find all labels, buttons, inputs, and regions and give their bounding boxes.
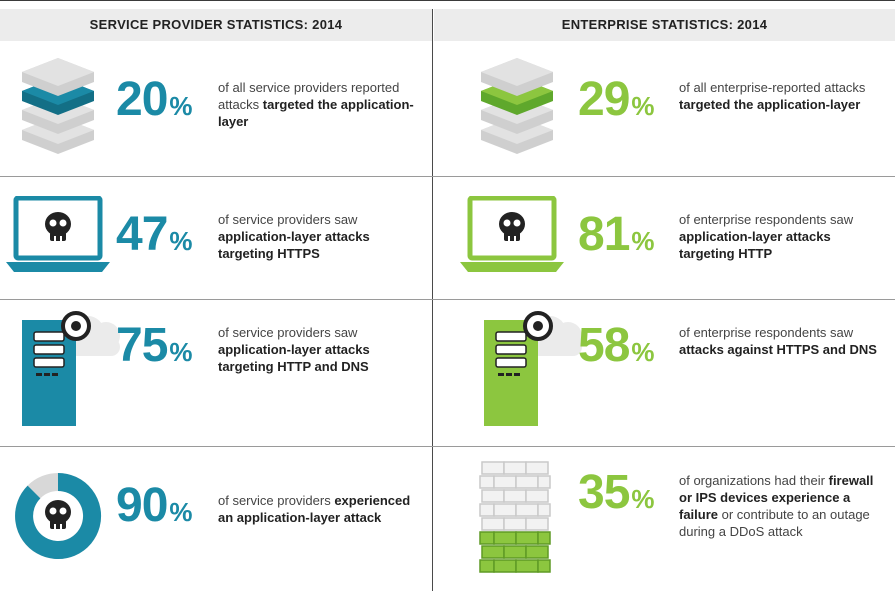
stat-description: of service providers experienced an appl…: [218, 492, 418, 526]
desc-text: of service providers saw: [218, 325, 358, 340]
desc-text: of service providers: [218, 493, 335, 508]
column-divider: [432, 9, 433, 591]
stat-description: of all service providers reported attack…: [218, 79, 418, 130]
stat-percent: 90%: [116, 478, 193, 533]
stat-percent: 81%: [578, 207, 655, 262]
stat-percent: 29%: [578, 72, 655, 127]
skull-icon: [45, 500, 71, 529]
stat-percent: 35%: [578, 465, 655, 520]
desc-bold: targeted the application-layer: [218, 97, 414, 129]
target-icon: [61, 311, 91, 341]
desc-bold: targeted the application-layer: [679, 97, 861, 112]
desc-bold: application-layer attacks targeting HTTP…: [218, 342, 370, 374]
percent-symbol: %: [631, 337, 655, 367]
percent-symbol: %: [169, 91, 193, 121]
laptop-skull-icon: [460, 196, 564, 272]
stat-percent: 20%: [116, 72, 193, 127]
desc-bold: attacks against HTTPS and DNS: [679, 342, 877, 357]
desc-text: of all service providers reported attack…: [218, 80, 400, 112]
server-tower-cloud-icon: [484, 311, 582, 426]
stat-value: 35: [578, 466, 630, 519]
desc-text: of all enterprise-reported attacks: [679, 80, 866, 95]
percent-symbol: %: [169, 226, 193, 256]
target-icon: [523, 311, 553, 341]
stat-value: 58: [578, 319, 630, 372]
desc-bold: firewall or IPS devices experience a fai…: [679, 473, 874, 522]
stat-value: 81: [578, 208, 630, 261]
desc-bold: experienced an application-layer attack: [218, 493, 411, 525]
desc-text-post: or contribute to an outage during a DDoS…: [679, 507, 870, 539]
desc-text: of enterprise respondents saw: [679, 325, 854, 340]
donut-skull-icon: [15, 473, 102, 559]
top-rule: [0, 0, 895, 1]
desc-text: of service providers saw: [218, 212, 358, 227]
header-service-provider: SERVICE PROVIDER STATISTICS: 2014: [0, 9, 432, 41]
server-stack-icon: [481, 58, 553, 154]
stat-percent: 47%: [116, 207, 193, 262]
skull-icon: [499, 212, 525, 241]
desc-bold: application-layer attacks targeting HTTP…: [218, 229, 370, 261]
skull-icon: [45, 212, 71, 241]
percent-symbol: %: [169, 497, 193, 527]
stat-value: 29: [578, 73, 630, 126]
desc-text: of enterprise respondents saw: [679, 212, 854, 227]
row-divider: [0, 299, 895, 300]
laptop-skull-icon: [6, 196, 110, 272]
stat-description: of enterprise respondents saw applicatio…: [679, 211, 879, 262]
header-enterprise: ENTERPRISE STATISTICS: 2014: [434, 9, 895, 41]
row-divider: [0, 176, 895, 177]
stat-value: 75: [116, 319, 168, 372]
desc-bold: application-layer attacks targeting HTTP: [679, 229, 831, 261]
stat-description: of organizations had their firewall or I…: [679, 472, 879, 540]
stat-description: of service providers saw application-lay…: [218, 324, 418, 375]
stat-description: of service providers saw application-lay…: [218, 211, 418, 262]
stat-percent: 58%: [578, 318, 655, 373]
stat-percent: 75%: [116, 318, 193, 373]
row-divider: [0, 446, 895, 447]
stat-value: 47: [116, 208, 168, 261]
stat-value: 90: [116, 479, 168, 532]
percent-symbol: %: [631, 226, 655, 256]
stat-description: of all enterprise-reported attacks targe…: [679, 79, 879, 113]
brick-wall-icon: [479, 461, 551, 573]
percent-symbol: %: [169, 337, 193, 367]
desc-text: of organizations had their: [679, 473, 829, 488]
server-stack-icon: [22, 58, 94, 154]
percent-symbol: %: [631, 484, 655, 514]
stat-value: 20: [116, 73, 168, 126]
server-tower-cloud-icon: [22, 311, 120, 426]
percent-symbol: %: [631, 91, 655, 121]
stat-description: of enterprise respondents saw attacks ag…: [679, 324, 879, 358]
